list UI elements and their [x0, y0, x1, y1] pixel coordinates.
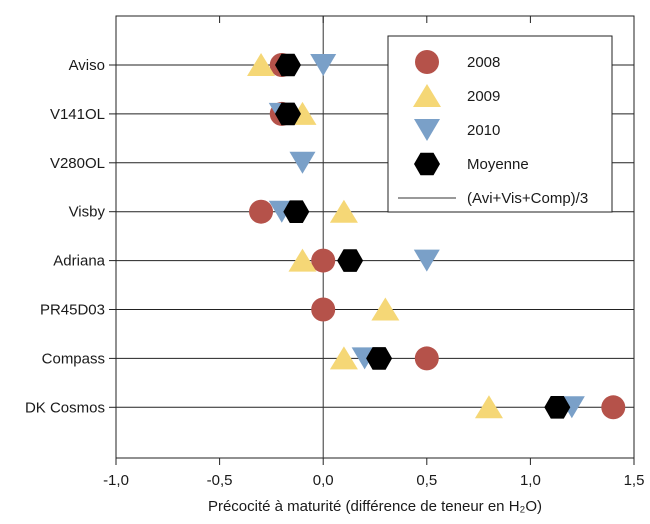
- y-tick-label: V280OL: [50, 155, 105, 172]
- x-axis-title: Précocité à maturité (différence de tene…: [208, 498, 542, 515]
- x-tick-label: 0,0: [313, 472, 334, 489]
- legend-item: Moyenne: [414, 152, 529, 176]
- legend-item: 2008: [415, 50, 500, 74]
- legend-label: Moyenne: [467, 156, 529, 173]
- legend-marker: [415, 50, 439, 74]
- x-tick-label: 1,0: [520, 472, 541, 489]
- y-tick-label: Visby: [69, 204, 106, 221]
- x-tick-label: -1,0: [103, 472, 129, 489]
- x-tick-label: 0,5: [416, 472, 437, 489]
- data-point: [247, 53, 276, 76]
- legend-item: (Avi+Vis+Comp)/3: [398, 190, 588, 207]
- legend-marker: [413, 84, 441, 107]
- data-point: [311, 297, 336, 322]
- legend-label: (Avi+Vis+Comp)/3: [467, 190, 588, 207]
- x-axis-ticks: -1,0 -0,5 0,0 0,5 1,0 1,5: [103, 16, 644, 489]
- legend-marker: [414, 119, 440, 141]
- y-axis-ticks: Aviso V141OL V280OL Visby Adriana PR45D03 Comp…: [25, 57, 116, 416]
- data-point: [601, 395, 626, 420]
- data-point: [371, 297, 400, 321]
- data-point: [275, 53, 301, 77]
- data-marks: [247, 53, 626, 420]
- legend-label: 2009: [467, 88, 500, 105]
- data-point: [289, 151, 316, 174]
- data-point: [329, 346, 358, 370]
- data-point: [474, 395, 503, 419]
- x-tick-label: -0,5: [207, 472, 233, 489]
- legend-label: 2008: [467, 54, 500, 71]
- data-point: [329, 199, 358, 223]
- y-tick-label: DK Cosmos: [25, 399, 105, 416]
- y-tick-label: Aviso: [69, 57, 105, 74]
- y-tick-label: PR45D03: [40, 302, 105, 319]
- data-point: [337, 249, 364, 272]
- data-point: [414, 346, 439, 371]
- data-point: [249, 199, 274, 224]
- data-point: [283, 200, 310, 223]
- series-moyenne: [275, 53, 571, 419]
- legend-item: 2010: [414, 119, 500, 141]
- y-tick-label: Compass: [42, 350, 105, 367]
- data-point: [413, 249, 440, 272]
- data-point: [311, 248, 336, 273]
- legend-label: 2010: [467, 122, 500, 139]
- legend: 2008 2009 2010 Moyenne (Avi+Vis+Comp)/3: [387, 35, 613, 213]
- legend-marker: [414, 152, 440, 176]
- data-point: [544, 396, 571, 419]
- data-point: [310, 54, 337, 76]
- data-point: [366, 347, 393, 370]
- y-tick-label: Adriana: [53, 253, 105, 270]
- legend-item: 2009: [413, 84, 500, 107]
- plot-frame: [115, 15, 635, 459]
- data-point: [288, 248, 317, 272]
- x-tick-label: 1,5: [624, 472, 645, 489]
- y-tick-label: V141OL: [50, 106, 105, 123]
- data-point: [275, 102, 301, 126]
